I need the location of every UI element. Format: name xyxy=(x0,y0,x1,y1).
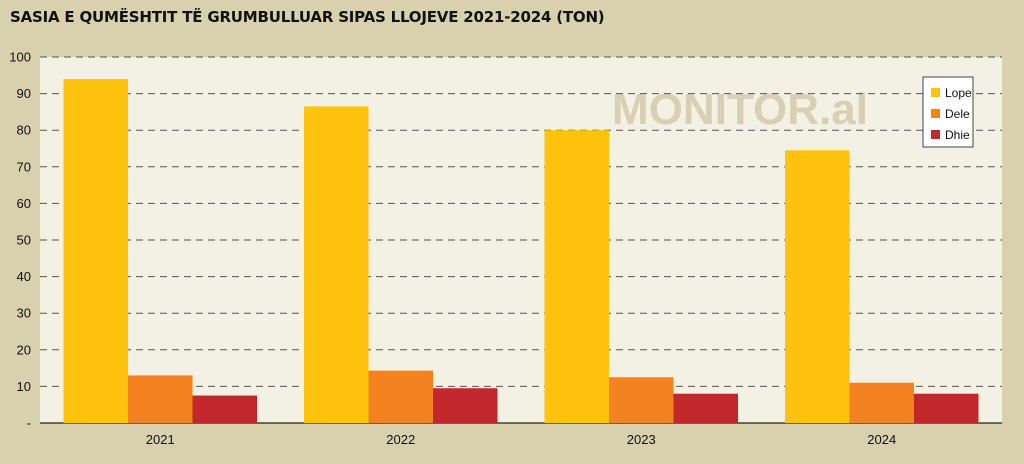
legend-label-dhie: Dhie xyxy=(945,128,970,142)
bar-dele-2021 xyxy=(128,375,193,423)
bar-dele-2023 xyxy=(609,377,674,423)
y-tick-label: - xyxy=(27,416,31,431)
bar-lope-2023 xyxy=(544,130,609,423)
y-tick-label: 70 xyxy=(17,159,31,174)
chart-title: SASIA E QUMËSHTIT TË GRUMBULLUAR SIPAS L… xyxy=(10,8,605,26)
y-tick-label: 20 xyxy=(17,342,31,357)
legend-label-dele: Dele xyxy=(945,107,970,121)
x-tick-label: 2022 xyxy=(386,432,415,447)
y-tick-label: 50 xyxy=(17,233,31,248)
y-tick-label: 100 xyxy=(9,50,31,65)
x-tick-label: 2024 xyxy=(867,432,896,447)
bar-dhie-2022 xyxy=(433,388,498,423)
watermark-text: MONITOR.al xyxy=(612,85,868,134)
bar-dele-2022 xyxy=(368,370,433,423)
legend-swatch-dhie xyxy=(931,130,940,139)
legend-swatch-lope xyxy=(931,88,940,97)
y-tick-label: 30 xyxy=(17,306,31,321)
bar-lope-2024 xyxy=(785,150,850,423)
bar-dele-2024 xyxy=(849,382,914,423)
bar-dhie-2021 xyxy=(192,395,257,423)
y-tick-label: 10 xyxy=(17,379,31,394)
bar-dhie-2023 xyxy=(673,393,738,423)
bar-lope-2021 xyxy=(63,78,128,424)
y-tick-label: 80 xyxy=(17,123,31,138)
x-tick-label: 2021 xyxy=(146,432,175,447)
bar-lope-2022 xyxy=(304,106,369,423)
y-tick-label: 90 xyxy=(17,86,31,101)
legend-label-lope: Lope xyxy=(945,86,972,100)
y-tick-label: 60 xyxy=(17,196,31,211)
legend-swatch-dele xyxy=(931,109,940,118)
bar-dhie-2024 xyxy=(914,393,979,423)
y-tick-label: 40 xyxy=(17,269,31,284)
x-tick-label: 2023 xyxy=(627,432,656,447)
